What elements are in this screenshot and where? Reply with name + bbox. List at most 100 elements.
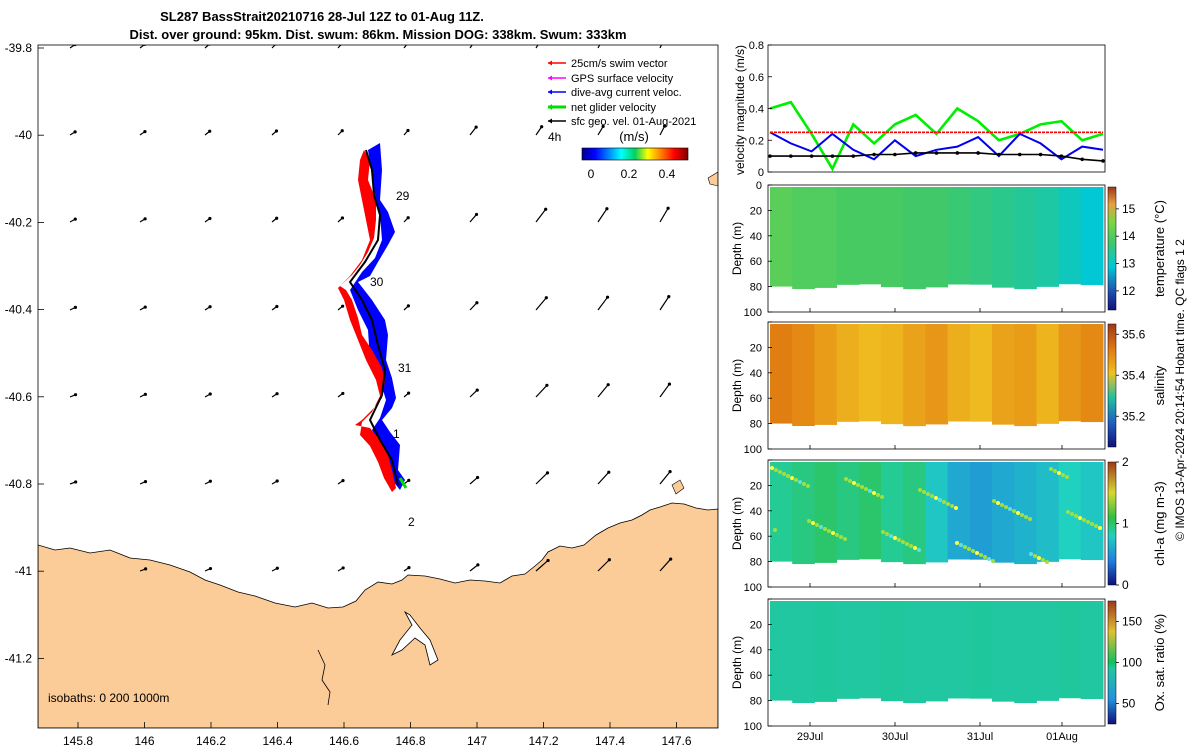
heatmap-column: [1036, 601, 1060, 701]
salinity-panel: 20 40 60 80 100 Depth (m) 35.2 35.4 35.6 salinity: [730, 321, 1167, 456]
colorbar-label: chl-a (mg m-3): [1152, 481, 1167, 566]
chl-dot: [864, 487, 868, 491]
geo-arrow: [659, 471, 671, 485]
track-black-line: [348, 149, 399, 486]
chl-dot: [1074, 514, 1078, 518]
colorbar-tick-label: 35.6: [1122, 327, 1146, 341]
isobaths-label: isobaths: 0 200 1000m: [48, 691, 169, 705]
chl-dot: [1090, 522, 1094, 526]
panel-frame: [767, 459, 1106, 588]
heatmap-column: [947, 324, 971, 422]
chl-dot: [806, 484, 810, 488]
map-xtick-label: 145.8: [63, 734, 93, 748]
geo-arrow: [597, 559, 610, 572]
map-ytick-label: -39.8: [5, 41, 33, 55]
geo-arrow-head: [669, 557, 673, 561]
velocity-point: [872, 152, 876, 157]
geo-arrow-head: [143, 217, 147, 221]
chl-dot: [901, 540, 905, 544]
geo-arrow-head: [275, 479, 279, 483]
velocity-point: [976, 151, 980, 155]
geo-arrow: [535, 559, 549, 572]
geo-arrow: [659, 383, 670, 398]
heatmap-column: [992, 601, 1015, 702]
chl-dot: [946, 502, 950, 506]
heatmap-column: [770, 462, 793, 562]
panel-frame: [767, 598, 1106, 727]
geo-arrow-head: [545, 471, 550, 475]
velocity-ylabel: velocity magnitude (m/s): [733, 45, 747, 175]
geo-arrow-head: [607, 470, 611, 474]
chl-dot: [839, 535, 843, 539]
heatmap-column: [1080, 462, 1104, 561]
chl-dot: [917, 548, 921, 552]
geo-arrow-head: [208, 566, 213, 571]
chl-dot: [1004, 505, 1008, 509]
depth-tick-label: 40: [750, 506, 762, 518]
map-ytick-label: -41: [15, 564, 33, 578]
geo-arrow: [469, 477, 478, 485]
heatmap-column: [881, 324, 904, 425]
heatmap-column: [925, 462, 949, 563]
heatmap-column: [814, 187, 838, 288]
track-blue-band: [350, 143, 405, 490]
heatmap-column: [992, 324, 1015, 425]
geo-arrow-head: [667, 295, 671, 299]
geo-arrow: [597, 45, 601, 49]
geo-arrow-head: [275, 304, 279, 309]
geo-arrow-head: [546, 558, 550, 563]
depth-tick-label: 100: [744, 721, 762, 733]
colorbar-tick-label: 14: [1122, 229, 1136, 243]
geo-arrow-head: [406, 216, 410, 220]
velocity-ytick-label: 0.6: [749, 72, 764, 84]
depth-tick-label: 20: [750, 619, 762, 631]
velocity-point: [1059, 154, 1064, 158]
depth-tick-label: 0: [756, 180, 762, 192]
heatmap-column: [1058, 324, 1082, 422]
geo-arrow-head: [340, 216, 345, 220]
geo-arrow-head: [476, 563, 480, 567]
geo-arrow: [597, 208, 608, 223]
depth-tick-label: 80: [750, 419, 762, 431]
geo-arrow-head: [663, 37, 666, 40]
geo-arrow: [659, 296, 670, 311]
geo-arrow-head: [605, 295, 610, 299]
heatmap-column: [1036, 462, 1060, 562]
day-label-2: 2: [408, 515, 415, 529]
chl-dot: [831, 531, 835, 535]
svg-text:dive-avg current veloc.: dive-avg current veloc.: [571, 87, 682, 99]
heatmap-column: [792, 601, 815, 704]
chl-dot: [1057, 471, 1061, 475]
geo-arrow: [659, 207, 669, 223]
heatmap-column: [1080, 187, 1104, 286]
heatmap-column: [947, 601, 971, 699]
velocity-point: [997, 152, 1001, 157]
chl-dot: [1000, 503, 1004, 507]
heatmap-column: [903, 324, 926, 427]
day-label-31: 31: [398, 361, 412, 375]
heatmap-column: [770, 324, 793, 424]
chl-dot: [1008, 507, 1012, 511]
chl-dot: [774, 468, 778, 472]
svg-text:GPS surface velocity: GPS surface velocity: [571, 73, 674, 85]
velocity-point: [1080, 157, 1084, 162]
geo-arrow: [271, 45, 276, 49]
legend-gps-velocity: GPS surface velocity: [548, 73, 674, 85]
chl-dot: [843, 537, 847, 541]
geo-arrow-head: [208, 479, 212, 483]
colorbar-tick-2: 0.4: [659, 167, 676, 181]
depth-axis-label: Depth (m): [730, 222, 744, 275]
map-ytick-label: -40.6: [5, 390, 33, 404]
heatmap-column: [969, 601, 993, 699]
geo-arrow-head: [545, 383, 549, 387]
chl-dot: [1029, 552, 1033, 556]
colorbar-tick-label: 13: [1122, 257, 1136, 271]
chl-dot: [922, 490, 926, 494]
velocity-lines: [768, 100, 1105, 172]
colorbar: [1107, 323, 1117, 448]
chl-dot: [1020, 513, 1024, 517]
chl-dot: [1049, 467, 1053, 471]
map-xtick-label: 146.4: [262, 734, 292, 748]
heatmap-column: [969, 462, 993, 560]
chl-dot: [872, 491, 876, 495]
